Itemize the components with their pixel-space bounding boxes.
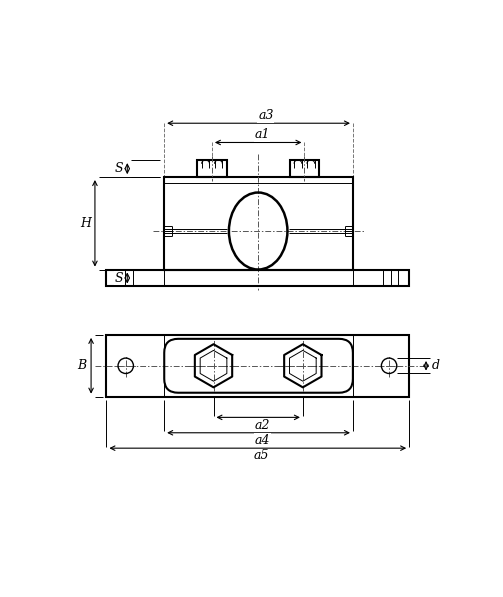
- Text: a4: a4: [255, 434, 270, 447]
- Text: S: S: [115, 162, 123, 175]
- Text: a2: a2: [255, 418, 270, 432]
- Bar: [197, 160, 227, 177]
- Bar: [290, 160, 319, 177]
- Text: H: H: [80, 217, 91, 230]
- Text: d: d: [431, 359, 439, 373]
- Text: a5: a5: [254, 450, 270, 462]
- Text: S: S: [115, 272, 123, 285]
- Bar: [107, 269, 409, 287]
- Text: a3: a3: [258, 109, 274, 122]
- Bar: [164, 177, 353, 269]
- Bar: [107, 335, 409, 396]
- Text: a1: a1: [255, 128, 270, 141]
- Text: B: B: [77, 359, 87, 373]
